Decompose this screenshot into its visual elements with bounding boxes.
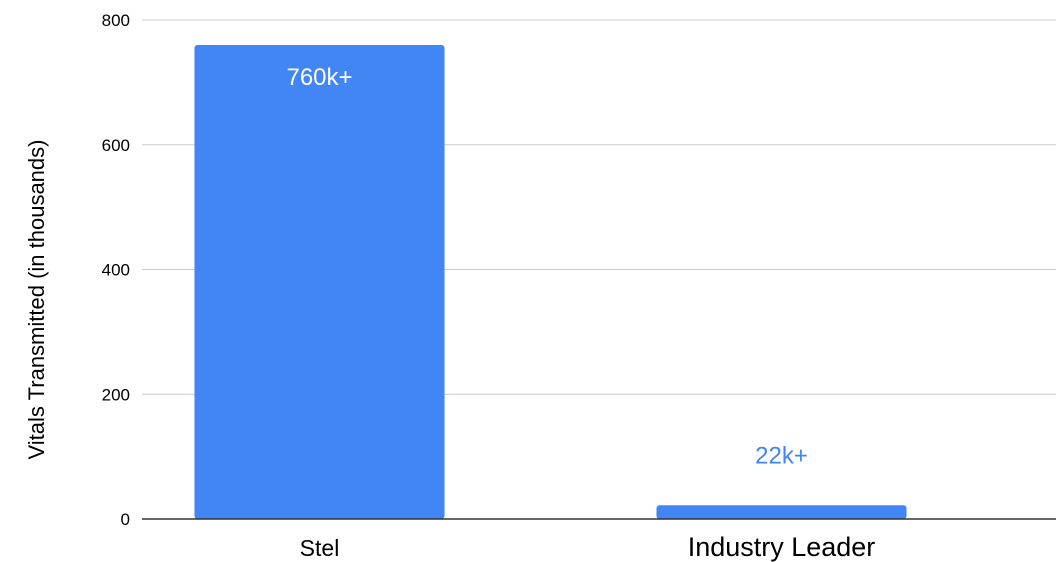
bars — [194, 44, 907, 519]
y-tick-label: 200 — [102, 385, 130, 404]
y-axis-ticks: 0 200 400 600 800 — [102, 11, 130, 529]
y-tick-label: 800 — [102, 11, 130, 30]
y-tick-label: 600 — [102, 136, 130, 155]
y-axis-title: Vitals Transmitted (in thousands) — [24, 140, 49, 460]
y-tick-label: 400 — [102, 261, 130, 280]
bar-stel — [194, 44, 445, 519]
data-labels: 760k+ 22k+ — [286, 64, 807, 469]
data-label: 760k+ — [286, 64, 352, 91]
data-label: 22k+ — [755, 442, 808, 469]
category-labels: Stel Industry Leader — [300, 532, 876, 562]
x-tick-label: Industry Leader — [688, 532, 876, 562]
y-tick-label: 0 — [121, 510, 130, 529]
x-tick-label: Stel — [300, 535, 340, 561]
bar-industry-leader — [656, 505, 907, 519]
